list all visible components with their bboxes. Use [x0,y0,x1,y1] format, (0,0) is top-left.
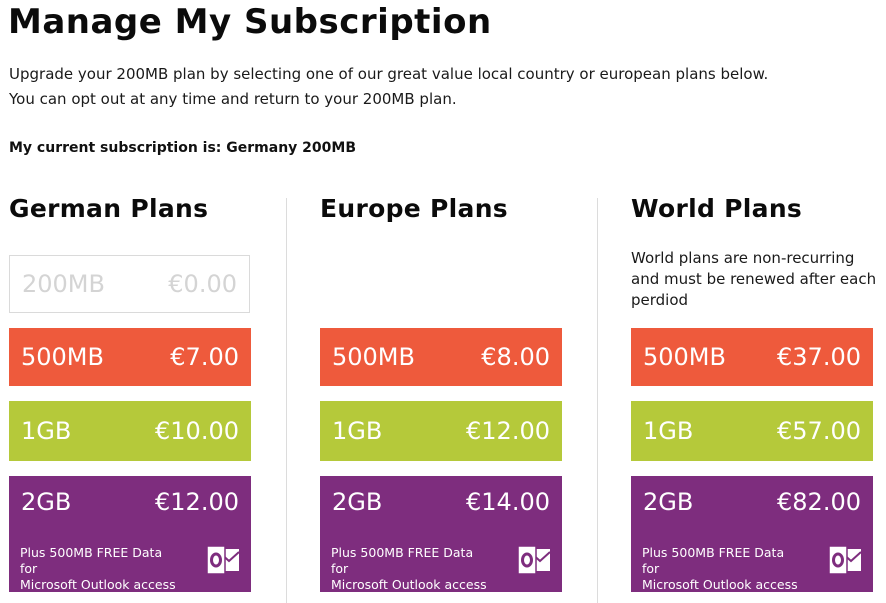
promo-line-2: Microsoft Outlook access [20,577,176,592]
plan-price: €57.00 [777,417,861,445]
promo-line-1: Plus 500MB FREE Data for [331,545,474,576]
plan-name: 2GB [643,488,694,516]
plan-promo: Plus 500MB FREE Data for Microsoft Outlo… [20,545,180,593]
outlook-icon [517,545,551,575]
europe-plans-column: Europe Plans 500MB €8.00 1GB €12.00 2GB … [320,190,562,592]
plan-price: €10.00 [155,417,239,445]
europe-plan-500mb[interactable]: 500MB €8.00 [320,328,562,386]
promo-line-1: Plus 500MB FREE Data for [20,545,163,576]
outlook-icon [206,545,240,575]
plan-price: €12.00 [466,417,550,445]
plan-name: 2GB [332,488,383,516]
plan-price: €0.00 [168,270,237,298]
plan-promo: Plus 500MB FREE Data for Microsoft Outlo… [642,545,802,593]
plan-name: 200MB [22,270,105,298]
note-line-2: and must be renewed after each [631,270,877,288]
plan-name: 2GB [21,488,72,516]
german-plans-title: German Plans [9,194,209,223]
plan-name: 1GB [21,417,72,445]
world-plans-note: World plans are non-recurring and must b… [631,248,879,311]
plan-price: €37.00 [777,343,861,371]
german-plan-1gb[interactable]: 1GB €10.00 [9,401,251,461]
plan-price: €14.00 [466,488,550,516]
plan-name: 1GB [332,417,383,445]
plan-promo: Plus 500MB FREE Data for Microsoft Outlo… [331,545,491,593]
plan-name: 1GB [643,417,694,445]
world-plan-1gb[interactable]: 1GB €57.00 [631,401,873,461]
german-plans-column: German Plans 200MB €0.00 500MB €7.00 1GB… [9,190,251,592]
intro-line-2: You can opt out at any time and return t… [9,90,457,108]
outlook-icon [828,545,862,575]
current-subscription: My current subscription is: Germany 200M… [9,140,356,156]
plan-price: €12.00 [155,488,239,516]
page-title: Manage My Subscription [8,2,492,42]
column-divider [286,198,287,603]
world-plans-title: World Plans [631,194,803,223]
intro-text: Upgrade your 200MB plan by selecting one… [9,62,768,112]
promo-line-2: Microsoft Outlook access [331,577,487,592]
plan-name: 500MB [643,343,726,371]
german-plan-2gb[interactable]: 2GB €12.00 Plus 500MB FREE Data for Micr… [9,476,251,592]
world-plans-column: World Plans World plans are non-recurrin… [631,190,876,592]
europe-plan-2gb[interactable]: 2GB €14.00 Plus 500MB FREE Data for Micr… [320,476,562,592]
promo-line-1: Plus 500MB FREE Data for [642,545,785,576]
german-plan-200mb: 200MB €0.00 [9,255,250,313]
plan-price: €82.00 [777,488,861,516]
plan-name: 500MB [332,343,415,371]
german-plan-500mb[interactable]: 500MB €7.00 [9,328,251,386]
world-plan-2gb[interactable]: 2GB €82.00 Plus 500MB FREE Data for Micr… [631,476,873,592]
promo-line-2: Microsoft Outlook access [642,577,798,592]
europe-plan-1gb[interactable]: 1GB €12.00 [320,401,562,461]
plan-price: €7.00 [170,343,239,371]
europe-plans-title: Europe Plans [320,194,508,223]
plan-price: €8.00 [481,343,550,371]
column-divider [597,198,598,603]
world-plan-500mb[interactable]: 500MB €37.00 [631,328,873,386]
intro-line-1: Upgrade your 200MB plan by selecting one… [9,65,769,83]
note-line-1: World plans are non-recurring [631,249,855,267]
plan-name: 500MB [21,343,104,371]
note-line-3: perdiod [631,291,689,309]
